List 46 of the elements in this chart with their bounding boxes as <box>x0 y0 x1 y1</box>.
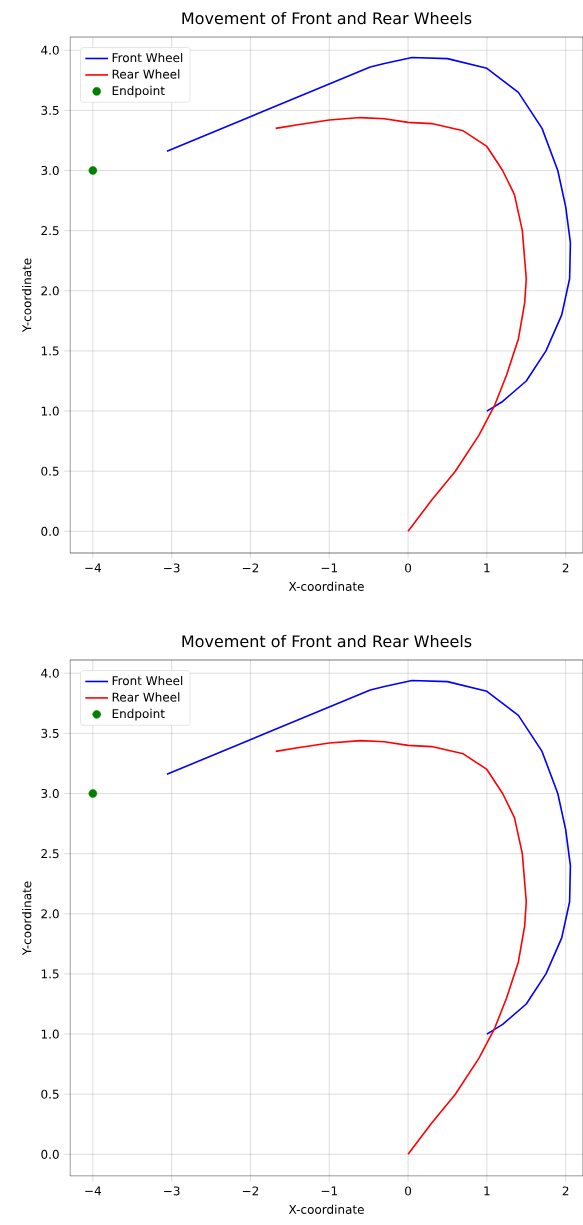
x-tick-label: −4 <box>85 1186 102 1196</box>
x-tick-label: 0 <box>405 563 412 573</box>
x-tick-label: 2 <box>562 563 569 573</box>
y-tick-label: 1.5 <box>41 346 59 356</box>
y-tick-label: 0.0 <box>41 526 59 536</box>
x-tick-label: −2 <box>242 563 259 573</box>
x-tick-label: 0 <box>405 1186 412 1196</box>
y-tick-label: 2.5 <box>41 849 59 859</box>
y-tick-label: 1.0 <box>41 1029 59 1039</box>
y-tick-label: 0.0 <box>41 1149 59 1159</box>
x-tick-label: 1 <box>484 1186 490 1196</box>
y-tick-label: 2.5 <box>41 226 59 236</box>
y-axis-title: Y-coordinate <box>22 881 32 956</box>
x-tick-label: 2 <box>562 1186 569 1196</box>
y-axis-title: Y-coordinate <box>22 258 32 333</box>
y-tick-label: 3.0 <box>41 165 59 176</box>
y-tick-label: 0.5 <box>41 1089 59 1099</box>
legend-label: Endpoint <box>112 85 165 98</box>
y-tick-label: 4.0 <box>41 668 59 678</box>
y-tick-label: 3.0 <box>41 788 59 799</box>
x-tick-label: −3 <box>164 1186 180 1196</box>
x-axis-title: X-coordinate <box>288 581 364 591</box>
x-tick-label: −3 <box>164 563 180 573</box>
y-tick-label: 3.5 <box>41 728 59 738</box>
y-tick-label: 2.0 <box>41 909 59 919</box>
legend-label: Front Wheel <box>112 675 183 686</box>
line-series <box>274 739 528 1156</box>
y-tick-label: 1.5 <box>41 969 59 979</box>
y-tick-label: 1.0 <box>41 406 59 416</box>
x-tick-label: −2 <box>242 1186 259 1196</box>
legend-label: Rear Wheel <box>112 692 180 702</box>
x-tick-label: −4 <box>85 563 102 573</box>
line-series <box>274 116 528 533</box>
legend-label: Rear Wheel <box>112 69 180 79</box>
y-tick-label: 3.5 <box>41 105 59 115</box>
x-tick-label: −1 <box>321 563 337 573</box>
chart-title: Movement of Front and Rear Wheels <box>182 634 472 648</box>
chart-title: Movement of Front and Rear Wheels <box>182 11 472 25</box>
x-axis-title: X-coordinate <box>288 1204 364 1214</box>
y-tick-label: 4.0 <box>41 45 59 55</box>
x-tick-label: −1 <box>321 1186 337 1196</box>
y-tick-label: 2.0 <box>41 286 59 296</box>
x-tick-label: 1 <box>484 563 490 573</box>
legend-label: Front Wheel <box>112 52 183 63</box>
y-tick-label: 0.5 <box>41 466 59 476</box>
legend-label: Endpoint <box>112 708 165 721</box>
